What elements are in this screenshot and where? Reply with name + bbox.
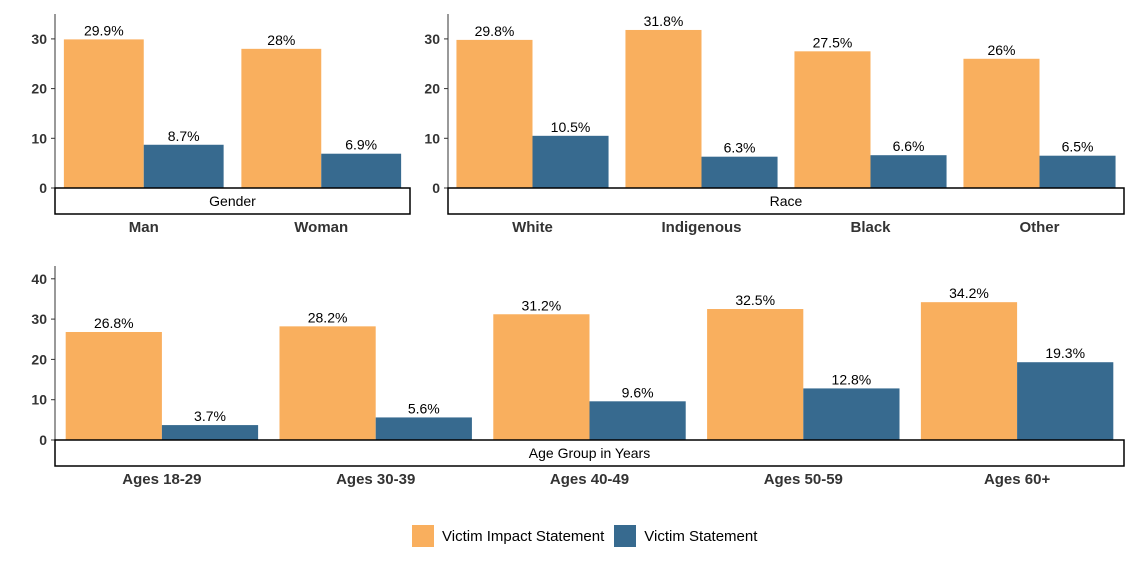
y-tick-label-2-0: 0 — [39, 432, 47, 448]
bar-vis-2-3 — [707, 309, 804, 440]
bar-vis-1-0 — [456, 39, 533, 189]
y-tick-label-0-10: 10 — [31, 130, 47, 146]
legend: Victim Impact Statement Victim Statement — [412, 525, 767, 547]
data-label-vis-2-1: 28.2% — [308, 309, 348, 325]
bar-vs-2-3 — [803, 388, 900, 440]
y-tick-label-0-30: 30 — [31, 31, 47, 47]
y-tick-label-2-40: 40 — [31, 271, 47, 287]
data-label-vs-1-2: 6.6% — [893, 138, 925, 154]
category-label-0-1: Woman — [294, 219, 348, 236]
data-label-vs-0-0: 8.7% — [168, 128, 200, 144]
facet-label-2: Age Group in Years — [529, 445, 650, 461]
bar-vs-1-3 — [1039, 155, 1116, 188]
category-label-2-2: Ages 40-49 — [550, 471, 629, 488]
data-label-vs-2-4: 19.3% — [1045, 345, 1085, 361]
data-label-vs-2-3: 12.8% — [832, 371, 872, 387]
data-label-vs-2-0: 3.7% — [194, 408, 226, 424]
legend-item-vis: Victim Impact Statement — [412, 525, 604, 547]
bar-vis-2-2 — [493, 314, 590, 440]
category-label-2-3: Ages 50-59 — [764, 471, 843, 488]
data-label-vis-1-1: 31.8% — [644, 13, 684, 29]
legend-item-vs: Victim Statement — [614, 525, 757, 547]
bar-vis-0-0 — [63, 39, 144, 188]
category-label-1-1: Indigenous — [662, 219, 742, 236]
bar-vis-1-3 — [963, 58, 1040, 188]
y-tick-label-1-20: 20 — [424, 81, 440, 97]
bar-vis-0-1 — [241, 48, 322, 189]
bar-vs-2-4 — [1017, 362, 1114, 440]
bar-vis-1-1 — [625, 29, 702, 189]
bar-vis-2-1 — [279, 326, 376, 440]
y-tick-label-2-20: 20 — [31, 351, 47, 367]
legend-label-vis: Victim Impact Statement — [442, 527, 605, 545]
category-label-1-3: Other — [1019, 219, 1059, 236]
faceted-bar-chart: 0 10 20 30 29.9% 8.7% Man 28% 6.9% Woman Gender 0 10… — [31, 13, 1125, 488]
legend-swatch-vs — [614, 525, 637, 547]
category-label-1-0: White — [512, 219, 553, 236]
legend-label-vs: Victim Statement — [644, 527, 758, 545]
bar-vs-0-0 — [143, 144, 224, 188]
data-label-vis-0-1: 28% — [267, 32, 295, 48]
facet-label-0: Gender — [209, 193, 256, 209]
bar-vs-0-1 — [321, 153, 402, 188]
bar-vs-1-1 — [701, 156, 778, 188]
category-label-1-2: Black — [850, 219, 891, 236]
data-label-vis-1-2: 27.5% — [813, 34, 853, 50]
y-tick-label-2-30: 30 — [31, 311, 47, 327]
data-label-vis-1-0: 29.8% — [475, 23, 515, 39]
bar-vs-1-0 — [532, 135, 609, 188]
data-label-vis-2-3: 32.5% — [735, 292, 775, 308]
data-label-vis-2-0: 26.8% — [94, 315, 134, 331]
facet-strip-2 — [54, 439, 1125, 467]
data-label-vs-1-1: 6.3% — [724, 140, 756, 156]
y-tick-label-1-10: 10 — [424, 130, 440, 146]
bar-vs-2-0 — [161, 425, 259, 440]
category-label-2-4: Ages 60+ — [984, 471, 1051, 488]
category-label-2-1: Ages 30-39 — [336, 471, 415, 488]
y-tick-label-0-20: 20 — [31, 81, 47, 97]
data-label-vs-2-1: 5.6% — [408, 400, 440, 416]
bar-vis-2-4 — [920, 302, 1018, 440]
bar-vis-2-0 — [65, 331, 162, 440]
y-tick-label-0-0: 0 — [39, 180, 47, 196]
bar-vs-2-1 — [375, 417, 472, 440]
category-label-0-0: Man — [129, 219, 159, 236]
bar-vs-2-2 — [589, 401, 686, 440]
data-label-vs-1-3: 6.5% — [1062, 139, 1094, 155]
category-label-2-0: Ages 18-29 — [122, 471, 201, 488]
data-label-vis-0-0: 29.9% — [84, 22, 124, 38]
bar-vis-1-2 — [794, 51, 871, 189]
bar-vs-1-2 — [870, 155, 947, 188]
data-label-vis-1-3: 26% — [987, 42, 1015, 58]
facet-strip-1 — [447, 187, 1125, 215]
data-label-vis-2-4: 34.2% — [949, 285, 989, 301]
facet-label-1: Race — [770, 193, 803, 209]
data-label-vs-1-0: 10.5% — [551, 119, 591, 135]
data-label-vis-2-2: 31.2% — [522, 297, 562, 313]
y-tick-label-1-30: 30 — [424, 31, 440, 47]
legend-swatch-vis — [412, 525, 434, 547]
y-tick-label-1-0: 0 — [432, 180, 440, 196]
data-label-vs-2-2: 9.6% — [622, 384, 654, 400]
y-tick-label-2-10: 10 — [31, 392, 47, 408]
data-label-vs-0-1: 6.9% — [345, 137, 377, 153]
facet-strip-0 — [54, 187, 411, 215]
